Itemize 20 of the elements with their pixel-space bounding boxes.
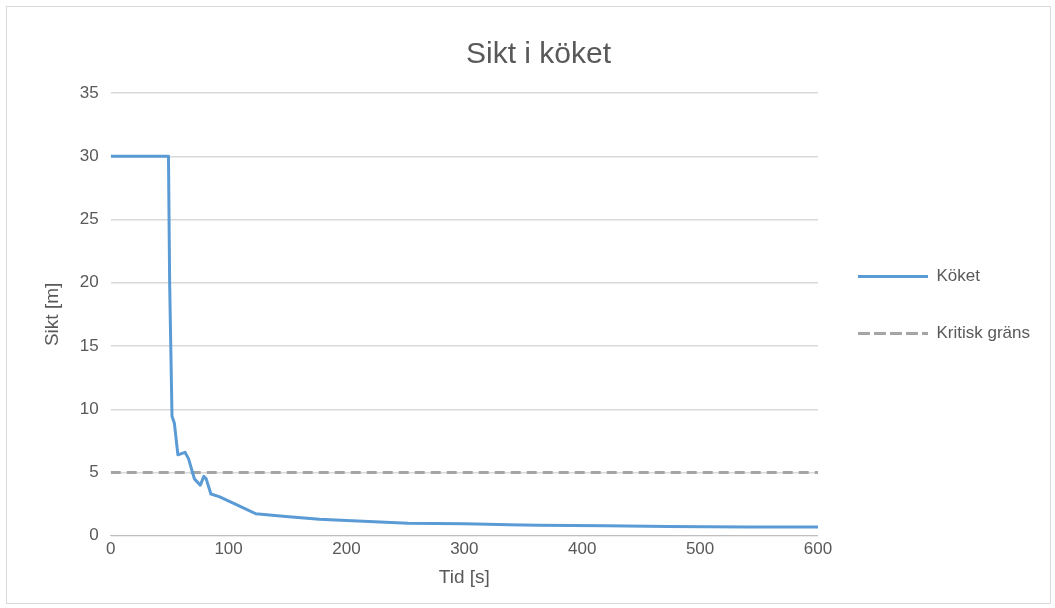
legend-label: Kritisk gräns bbox=[936, 323, 1031, 343]
y-tick-label: 20 bbox=[79, 272, 99, 292]
x-tick-label: 300 bbox=[450, 538, 479, 558]
y-tick-label: 30 bbox=[79, 145, 99, 165]
y-tick-label: 5 bbox=[89, 462, 99, 482]
x-tick-label: 500 bbox=[685, 538, 715, 558]
y-tick-label: 10 bbox=[79, 398, 99, 418]
x-tick-label: 100 bbox=[214, 538, 243, 558]
y-axis-title: Sikt [m] bbox=[40, 282, 62, 347]
x-tick-label: 200 bbox=[332, 538, 361, 558]
chart-title: Sikt i köket bbox=[465, 36, 612, 70]
x-tick-label: 400 bbox=[568, 538, 597, 558]
y-tick-label: 15 bbox=[79, 335, 99, 355]
legend-label: Köket bbox=[936, 266, 981, 286]
x-tick-label: 600 bbox=[803, 538, 833, 558]
x-tick-label: 0 bbox=[105, 538, 116, 558]
y-tick-label: 35 bbox=[79, 82, 99, 102]
x-axis-title: Tid [s] bbox=[438, 565, 490, 587]
y-tick-label: 0 bbox=[89, 525, 99, 545]
y-tick-label: 25 bbox=[79, 209, 99, 229]
